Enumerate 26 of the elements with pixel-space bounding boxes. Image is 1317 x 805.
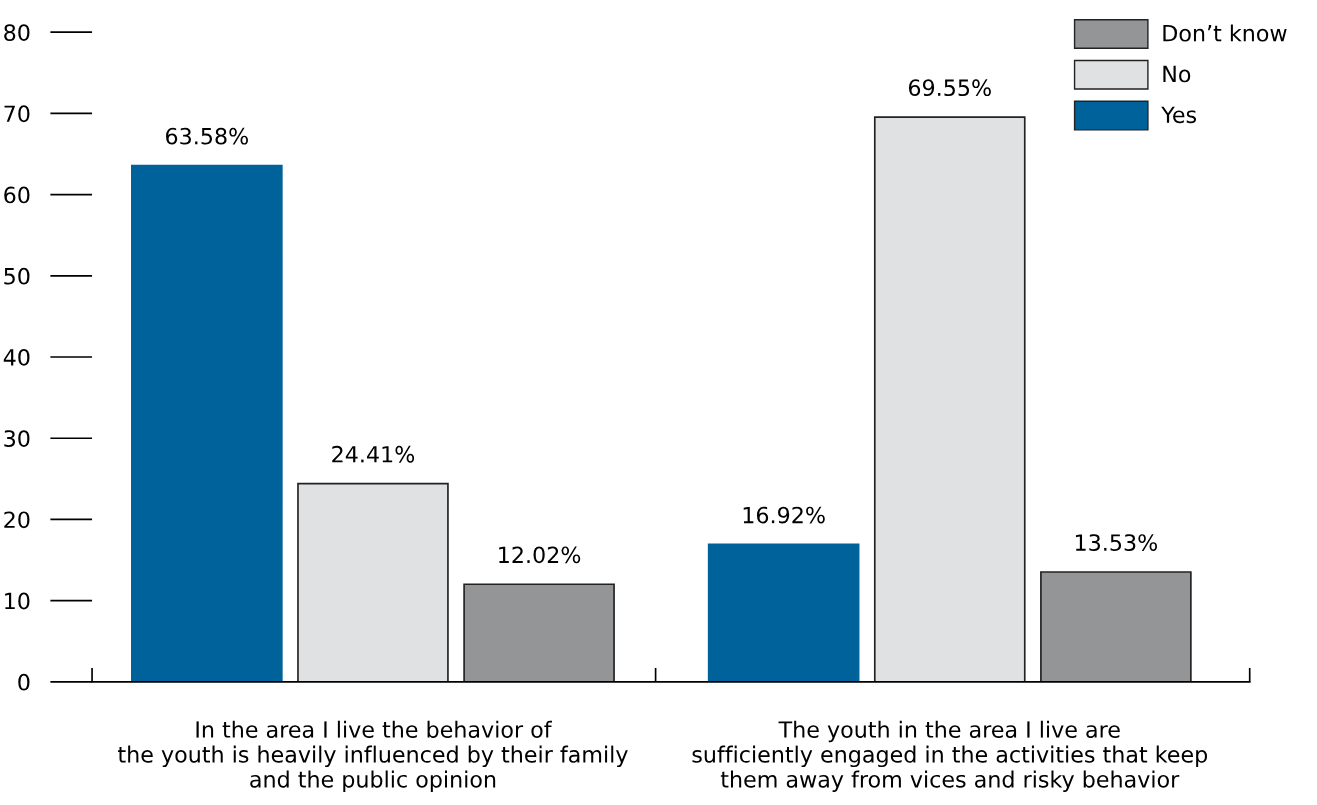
bar <box>1040 571 1192 682</box>
data-label: 24.41% <box>332 445 415 463</box>
data-label: 12.02% <box>499 546 581 564</box>
legend-label: Yes <box>1161 106 1197 124</box>
data-label: 16.92% <box>743 506 825 524</box>
y-tick-label: 60 <box>4 186 30 204</box>
y-tick-label: 80 <box>4 24 30 41</box>
bar <box>463 583 615 682</box>
data-label: 13.53% <box>1075 534 1158 551</box>
bar <box>297 482 449 682</box>
x-tick-label: The youth in the area I live are sufficiently engaged in the activities that keep them away from vices and risky behavior <box>692 720 1208 792</box>
data-label: 69.55% <box>908 79 991 97</box>
y-tick-label: 40 <box>3 348 30 366</box>
data-label: 63.58% <box>166 127 248 145</box>
y-tick-label: 20 <box>4 511 30 529</box>
x-tick-label: In the area I live the behavior of the youth is heavily influenced by their family and the public opinion <box>118 720 628 792</box>
y-tick-label: 50 <box>4 267 30 285</box>
bar <box>131 164 283 682</box>
legend-label: Don’t know <box>1163 24 1287 42</box>
bar <box>873 116 1026 682</box>
legend-label: No <box>1163 65 1191 83</box>
y-tick-label: 70 <box>4 105 30 123</box>
y-tick-label: 0 <box>18 673 30 691</box>
y-tick-label: 10 <box>5 592 30 610</box>
y-tick-label: 30 <box>4 430 30 447</box>
bar <box>707 543 860 682</box>
